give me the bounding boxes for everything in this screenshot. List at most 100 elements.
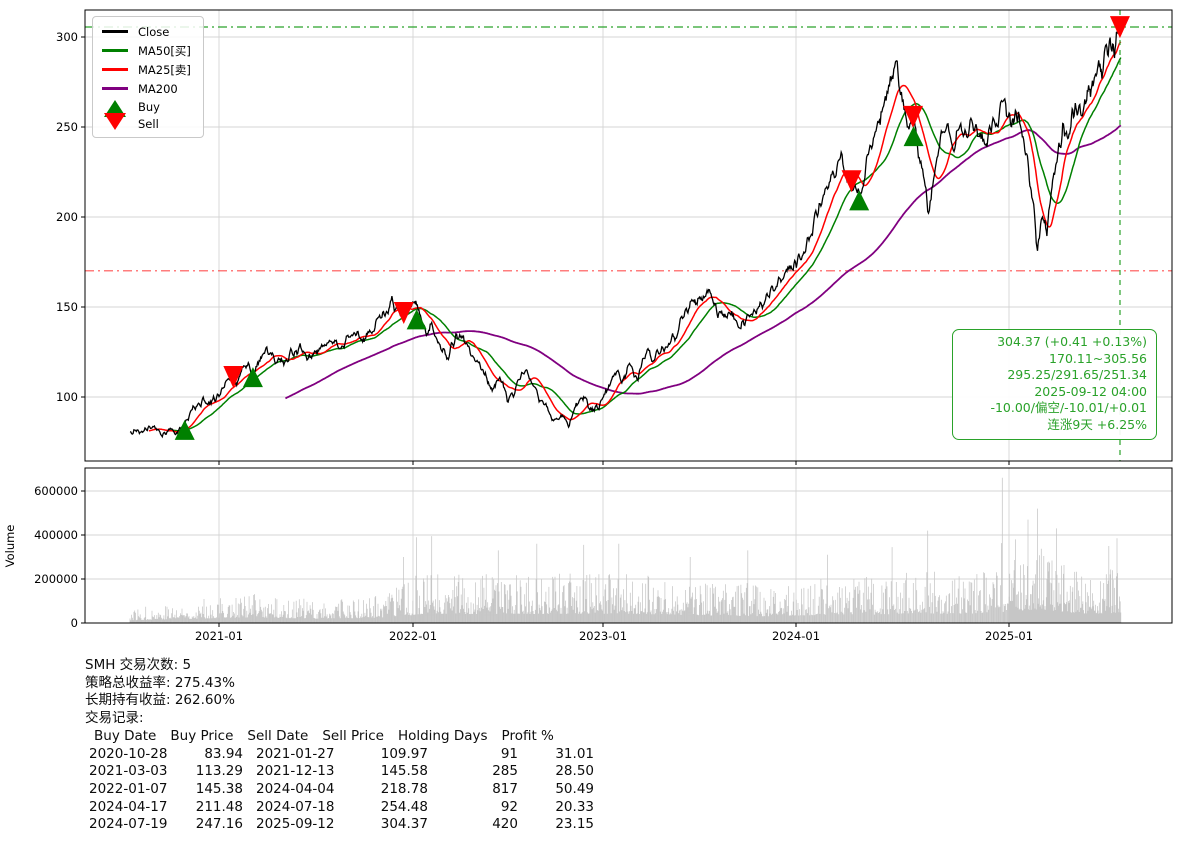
trade-cell: 2025-09-12 <box>256 816 335 833</box>
quote-streak: 连涨9天 +6.25% <box>1047 416 1147 432</box>
volume-tick-label: 400000 <box>34 528 78 542</box>
col-sell-date: Sell Date <box>247 727 309 744</box>
col-buy-price: Buy Price <box>170 727 234 744</box>
trade-cell: 2024-04-17 <box>89 798 168 815</box>
volume-axis-label: Volume <box>3 525 17 568</box>
sell-marker <box>903 105 924 128</box>
strategy-return-line: 策略总收益率: 275.43% <box>85 674 235 691</box>
buy-marker <box>903 126 924 147</box>
col-holding-days: Holding Days <box>397 727 488 744</box>
buy-marker <box>849 190 870 211</box>
trade-row: 2022-01-07 145.38 2024-04-04 218.78 817 50.49 <box>85 781 594 799</box>
price-tick-label: 300 <box>56 30 78 44</box>
quote-datetime: 2025-09-12 04:00 <box>1034 383 1147 399</box>
buy-marker <box>406 309 427 330</box>
sell-marker <box>393 301 414 324</box>
legend: Close MA50[买] MA25[卖] MA200 Buy Sell <box>92 16 204 138</box>
legend-label: MA200 <box>138 81 178 96</box>
x-tick-label: 2021-01 <box>195 629 243 643</box>
ma50-line <box>168 57 1122 432</box>
sell-marker <box>1109 16 1130 39</box>
trade-cell: 109.97 <box>380 745 428 762</box>
price-tick-label: 200 <box>56 210 78 224</box>
trade-cell: 23.15 <box>555 816 594 833</box>
legend-label: MA50[买] <box>138 43 191 58</box>
trade-cell: 145.58 <box>380 763 428 780</box>
trade-cell: 31.01 <box>555 745 594 762</box>
trade-cell: 420 <box>492 816 518 833</box>
ma200-line-swatch <box>101 87 129 90</box>
trade-cell: 2024-07-19 <box>89 816 168 833</box>
trade-row: 2021-03-03 113.29 2021-12-13 145.58 285 28.50 <box>85 763 594 781</box>
volume-bars <box>129 477 1122 623</box>
trade-table-body: 2020-10-28 83.94 2021-01-27 109.97 91 31.01 20… <box>85 746 594 835</box>
col-buy-date: Buy Date <box>94 727 157 744</box>
ma50-line-swatch <box>101 49 129 52</box>
col-profit: Profit % <box>501 727 554 744</box>
legend-label: MA25[卖] <box>138 62 191 77</box>
quote-bias: -10.00/偏空/-10.01/+0.01 <box>990 400 1147 416</box>
legend-item-close: Close <box>101 22 191 41</box>
trade-cell: 247.16 <box>195 816 243 833</box>
price-tick-label: 100 <box>56 390 78 404</box>
price-panel-border <box>84 9 1173 462</box>
trade-cell: 2024-07-18 <box>256 798 335 815</box>
trade-cell: 2021-01-27 <box>256 745 335 762</box>
quote-ma-values: 295.25/291.65/251.34 <box>1007 367 1147 383</box>
trade-cell: 218.78 <box>380 780 428 797</box>
legend-label: Sell <box>138 116 159 131</box>
legend-item-buy: Buy <box>101 98 191 117</box>
trade-cell: 92 <box>500 798 518 815</box>
trade-cell: 211.48 <box>195 798 243 815</box>
trade-count-line: SMH 交易次数: 5 <box>85 657 192 673</box>
volume-panel-border <box>84 467 1173 624</box>
sell-marker <box>223 366 244 389</box>
close-line-swatch <box>101 30 129 33</box>
close-line <box>129 23 1122 439</box>
legend-item-sell: Sell <box>101 113 191 132</box>
trade-table-header: Buy Date Buy Price Sell Date Sell Price Hold… <box>85 728 594 746</box>
trade-cell: 2021-03-03 <box>89 763 168 780</box>
trade-row: 2020-10-28 83.94 2021-01-27 109.97 91 31.01 <box>85 746 594 764</box>
legend-item-ma50: MA50[买] <box>101 41 191 60</box>
trade-cell: 304.37 <box>380 816 428 833</box>
col-sell-price: Sell Price <box>322 727 384 744</box>
trade-cell: 285 <box>492 763 518 780</box>
hold-return-line: 长期持有收益: 262.60% <box>85 692 235 709</box>
x-tick-label: 2022-01 <box>389 629 437 643</box>
price-tick-label: 150 <box>56 300 78 314</box>
strategy-stats: SMH 交易次数: 5 策略总收益率: 275.43% 长期持有收益: 262.… <box>85 657 594 834</box>
sell-triangle-icon <box>101 113 129 130</box>
buy-marker <box>242 367 263 388</box>
last-quote-annotation: 304.37 (+0.41 +0.13%) 170.11~305.56 295.… <box>952 329 1157 440</box>
trade-cell: 113.29 <box>195 763 243 780</box>
trade-cell: 254.48 <box>380 798 428 815</box>
legend-item-ma25: MA25[卖] <box>101 60 191 79</box>
volume-tick-label: 600000 <box>34 484 78 498</box>
trade-cell: 2022-01-07 <box>89 780 168 797</box>
buy-triangle-icon <box>101 100 129 117</box>
trade-cell: 83.94 <box>204 745 243 762</box>
x-tick-label: 2023-01 <box>579 629 627 643</box>
trade-cell: 817 <box>492 780 518 797</box>
trade-cell: 2024-04-04 <box>256 780 335 797</box>
trade-cell: 50.49 <box>555 780 594 797</box>
legend-label: Buy <box>138 99 160 114</box>
x-tick-label: 2025-01 <box>985 629 1033 643</box>
volume-tick-label: 0 <box>71 616 78 630</box>
buy-marker <box>174 419 195 440</box>
trade-row: 2024-04-17 211.48 2024-07-18 254.48 92 20.33 <box>85 799 594 817</box>
ma25-line-swatch <box>101 68 129 71</box>
legend-label: Close <box>138 24 170 39</box>
volume-tick-label: 200000 <box>34 572 78 586</box>
quote-price-change: 304.37 (+0.41 +0.13%) <box>997 334 1147 349</box>
x-tick-label: 2024-01 <box>772 629 820 643</box>
trade-cell: 91 <box>500 745 518 762</box>
legend-item-ma200: MA200 <box>101 79 191 98</box>
trade-cell: 2021-12-13 <box>256 763 335 780</box>
trade-log-title: 交易记录: <box>85 710 144 727</box>
trade-row: 2024-07-19 247.16 2025-09-12 304.37 420 23.15 <box>85 816 594 834</box>
trade-cell: 28.50 <box>555 763 594 780</box>
trade-cell: 145.38 <box>195 780 243 797</box>
